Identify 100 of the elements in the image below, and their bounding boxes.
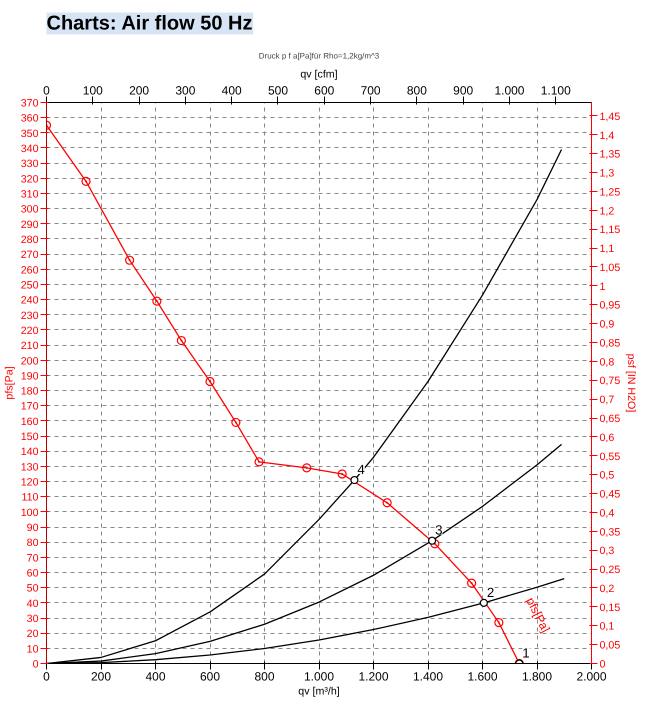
y-tick-label: 160 (20, 416, 39, 428)
y-tick-label: 300 (20, 204, 39, 216)
y-tick-label: 310 (20, 188, 39, 200)
y-tick-label: 150 (20, 431, 39, 444)
y2-tick-label: 0,35 (600, 526, 620, 538)
y-tick-label: 170 (20, 400, 39, 413)
point (467, 578, 476, 588)
annotation: 4 (357, 462, 366, 478)
y-tick-label: 210 (20, 340, 39, 352)
point (254, 457, 264, 466)
point (428, 536, 436, 545)
y-tick-label: 90 (26, 522, 39, 534)
y-tick-label: 340 (20, 142, 39, 155)
x-tick-label: 0 (43, 670, 50, 684)
x-tick-label: 200 (90, 670, 112, 684)
y-tick-label: 70 (26, 552, 39, 564)
x-tick-label: 400 (145, 670, 166, 684)
y-tick-label: 120 (20, 476, 39, 489)
y-tick-label: 370 (20, 98, 39, 110)
x-axis-title: qv [m³/h] (298, 686, 340, 698)
point (81, 176, 91, 186)
point (125, 256, 134, 265)
y-tick-label: 20 (26, 628, 39, 640)
y-tick-label: 30 (26, 613, 39, 626)
y-tick-label: 330 (20, 158, 39, 170)
y2-tick-label: 0,5 (600, 470, 614, 482)
x2-tick-label: 700 (360, 84, 381, 98)
y2-tick-label: 0,1 (600, 620, 614, 633)
y2-tick-label: 1,35 (600, 148, 620, 161)
chart-subtitle: Druck p f a[Pa]für Rho=1,2kg/m^3 (258, 52, 380, 60)
x-tick-label: 1.800 (522, 670, 552, 684)
y2-tick-label: 0,75 (600, 375, 620, 388)
y2-tick-label: 1,1 (600, 243, 614, 256)
y2-tick-label: 0,45 (600, 488, 620, 501)
y-tick-label: 130 (20, 461, 39, 474)
y2-tick-label: 1,05 (600, 262, 620, 274)
x2-tick-label: 800 (406, 84, 428, 98)
y-tick-label: 280 (20, 234, 39, 246)
x2-tick-label: 400 (222, 84, 242, 98)
annotation: 2 (486, 584, 494, 600)
y2-tick-label: 0,15 (600, 602, 620, 614)
y-tick-label: 110 (22, 492, 39, 504)
y2-tick-label: 0,2 (600, 582, 614, 595)
y-tick-label: 270 (20, 249, 39, 262)
point (302, 463, 312, 472)
y2-tick-label: 1,2 (600, 205, 614, 218)
y-tick-label: 100 (20, 506, 39, 519)
y2-tick-label: 0 (600, 658, 606, 670)
point (480, 598, 488, 607)
x-tick-label: 800 (254, 670, 275, 684)
y2-tick-label: 0,55 (600, 450, 620, 463)
point (382, 498, 392, 508)
y-tick-label: 180 (20, 386, 39, 398)
x2-tick-label: 500 (268, 84, 288, 98)
x2-tick-label: 200 (129, 84, 150, 98)
point (494, 618, 504, 628)
point (205, 376, 215, 386)
y-tick-label: 290 (20, 218, 39, 231)
x-tick-label: 2.000 (576, 670, 607, 684)
point (152, 296, 162, 306)
y-tick-label: 260 (20, 264, 39, 276)
y2-tick-label: 0,65 (600, 413, 620, 426)
y-tick-label: 320 (20, 173, 39, 186)
y2-tick-label: 0,05 (600, 640, 620, 652)
y2-tick-label: 1,25 (600, 186, 620, 198)
y-tick-label: 240 (20, 294, 39, 307)
y-tick-label: 350 (20, 128, 39, 140)
y2-tick-label: 0,9 (600, 318, 614, 331)
x-tick-label: 600 (200, 670, 220, 684)
y2-tick-label: 1,15 (600, 224, 620, 236)
point (430, 539, 440, 548)
y2-tick-label: 1,45 (600, 110, 620, 123)
point (231, 418, 240, 428)
chart-title: Charts: Air flow 50 Hz (46, 12, 252, 34)
x2-tick-label: 1.100 (540, 84, 572, 98)
y-tick-label: 50 (26, 582, 39, 595)
y2-tick-label: 1,4 (600, 130, 614, 142)
x2-tick-label: 1.000 (494, 84, 525, 98)
point (350, 476, 359, 484)
y-tick-label: 200 (20, 355, 39, 368)
point (176, 336, 186, 346)
y2-tick-label: 0,95 (600, 300, 620, 312)
y-tick-label: 0 (32, 658, 39, 670)
y-tick-label: 220 (20, 324, 39, 337)
y-axis-title: pfs[Pa] (4, 366, 16, 400)
y2-tick-label: 0,3 (600, 545, 614, 558)
y-tick-label: 360 (20, 112, 39, 125)
x2-tick-label: 600 (314, 84, 335, 98)
y-tick-label: 60 (26, 568, 39, 580)
y-tick-label: 10 (26, 643, 39, 656)
point (338, 469, 347, 479)
y2-tick-label: 0,6 (600, 432, 614, 444)
y2-tick-label: 0,8 (600, 356, 614, 368)
y-tick-label: 190 (20, 370, 39, 382)
y2-tick-label: 0,85 (600, 337, 620, 350)
annotation: 1 (522, 646, 530, 660)
y-tick-label: 140 (20, 446, 39, 458)
x-tick-label: 1.600 (467, 670, 498, 684)
y2-tick-label: 1,3 (600, 168, 614, 180)
y-tick-label: 40 (26, 598, 39, 610)
